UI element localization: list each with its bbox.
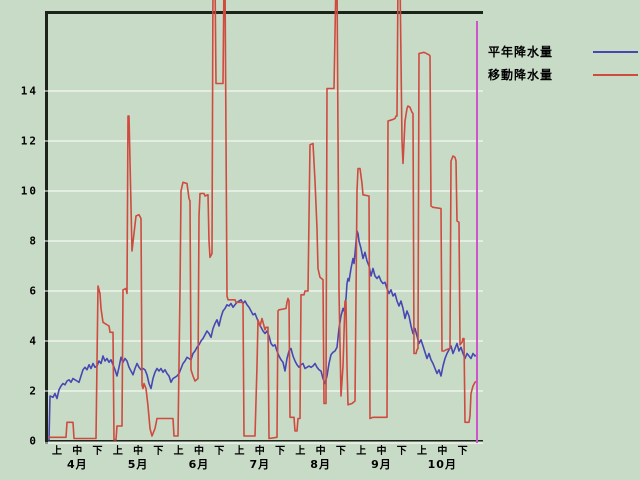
y-axis-label-2: 2 (29, 384, 38, 398)
y-axis-label-10: 10 (20, 184, 38, 198)
x-axis-period-label-6月-下: 下 (214, 446, 225, 457)
x-axis-month-label-7月: 7月 (249, 458, 271, 471)
x-axis-period-label-10月-中: 中 (437, 446, 448, 457)
x-axis-period-label-6月-中: 中 (193, 446, 204, 457)
x-axis-period-label-5月-中: 中 (133, 446, 144, 457)
y-axis-label-0: 0 (29, 434, 38, 448)
x-axis-month-label-4月: 4月 (66, 458, 88, 471)
series-line-moving-precipitation (48, 0, 478, 441)
x-axis-period-label-5月-上: 上 (112, 446, 123, 457)
y-axis-label-4: 4 (29, 334, 38, 348)
legend-label-normal: 平年降水量 (488, 45, 554, 59)
legend-line-sample-moving (593, 73, 638, 76)
x-axis-month-label-5月: 5月 (127, 458, 149, 471)
x-axis-month-label-6月: 6月 (188, 458, 210, 471)
x-axis-month-label-10月: 10月 (427, 458, 457, 471)
x-axis-period-label-7月-下: 下 (275, 446, 286, 457)
x-axis-month-label-8月: 8月 (310, 458, 331, 471)
x-axis-period-label-8月-中: 中 (315, 446, 326, 457)
legend-item-normal: 平年降水量 (488, 40, 638, 63)
x-axis-month-label-9月: 9月 (371, 458, 392, 471)
y-axis-label-12: 12 (20, 134, 38, 148)
x-axis-period-label-5月-下: 下 (153, 446, 164, 457)
x-axis-period-label-10月-下: 下 (457, 446, 468, 457)
y-axis-label-6: 6 (29, 284, 38, 298)
x-axis-period-label-7月-中: 中 (254, 446, 265, 457)
legend-label-moving: 移動降水量 (488, 68, 554, 82)
x-axis-period-label-9月-下: 下 (396, 446, 407, 457)
legend-item-moving: 移動降水量 (488, 63, 638, 86)
x-axis-period-label-9月-中: 中 (376, 446, 387, 457)
x-axis-period-label-8月-下: 下 (335, 446, 346, 457)
x-axis-period-label-4月-下: 下 (92, 446, 103, 457)
x-axis-period-label-4月-上: 上 (52, 446, 62, 457)
y-axis-label-14: 14 (20, 84, 38, 98)
x-axis-period-label-10月-上: 上 (417, 446, 428, 457)
x-axis-period-label-7月-上: 上 (234, 446, 245, 457)
y-axis-label-8: 8 (29, 234, 38, 248)
legend: 平年降水量 移動降水量 (488, 40, 638, 86)
x-axis-period-label-4月-中: 中 (72, 446, 83, 457)
legend-line-sample-normal (593, 50, 638, 53)
x-axis-period-label-6月-上: 上 (173, 446, 184, 457)
x-axis-period-label-8月-上: 上 (295, 446, 306, 457)
series-line-normal-precipitation (48, 230, 478, 441)
x-axis-period-label-9月-上: 上 (356, 446, 367, 457)
